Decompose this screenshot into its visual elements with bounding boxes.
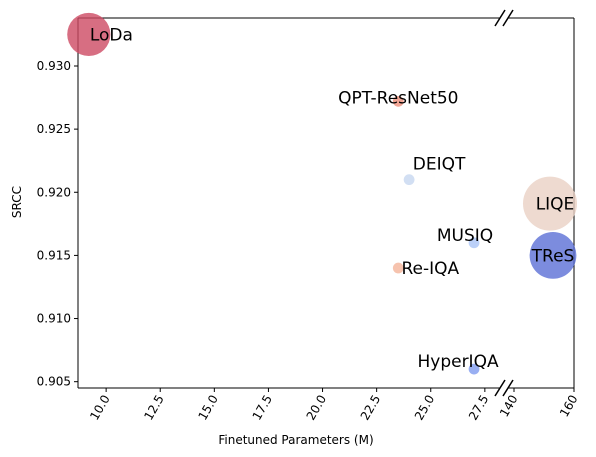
point-label-musiq: MUSIQ bbox=[437, 226, 493, 246]
point-label-hyperiqa: HyperIQA bbox=[417, 352, 498, 372]
x-tick-label: 160 bbox=[557, 393, 581, 420]
axes-frame bbox=[77, 9, 575, 397]
point-label-re-iqa: Re-IQA bbox=[401, 259, 459, 279]
data-point-deiqt bbox=[403, 174, 415, 186]
x-tick-label: 25.0 bbox=[412, 393, 437, 423]
y-tick-label: 0.930 bbox=[37, 59, 71, 73]
y-tick-label: 0.915 bbox=[37, 248, 71, 262]
axis-break-mark bbox=[494, 379, 506, 397]
x-tick-label: 12.5 bbox=[141, 393, 166, 423]
y-tick-label: 0.925 bbox=[37, 122, 71, 136]
x-tick-label: 20.0 bbox=[304, 393, 329, 423]
axis-break-mark bbox=[502, 379, 514, 397]
x-tick-label: 10.0 bbox=[87, 393, 112, 423]
y-tick-label: 0.920 bbox=[37, 185, 71, 199]
x-tick-label: 140 bbox=[497, 393, 521, 420]
point-label-deiqt: DEIQT bbox=[413, 155, 466, 175]
axis-ticks: 0.905 0.910 0.915 0.920 0.925 0.930 10.0 12.5 15… bbox=[37, 59, 581, 423]
point-label-tres: TReS bbox=[531, 246, 575, 266]
x-tick-label: 15.0 bbox=[195, 393, 220, 423]
point-label-liqe: LIQE bbox=[536, 195, 575, 215]
data-point-musiq bbox=[468, 237, 480, 249]
data-points bbox=[67, 12, 577, 375]
x-tick-label: 17.5 bbox=[250, 393, 275, 423]
point-labels: LoDa QPT-ResNet50 DEIQT MUSIQ Re-IQA HyperIQA… bbox=[90, 25, 575, 372]
axis-break-mark bbox=[502, 9, 514, 27]
y-axis-title: SRCC bbox=[10, 186, 24, 218]
data-point-liqe bbox=[523, 176, 577, 231]
point-label-loda: LoDa bbox=[90, 25, 133, 45]
x-tick-label: 22.5 bbox=[358, 393, 383, 423]
x-tick-label: 27.5 bbox=[466, 393, 491, 423]
point-label-qpt-resnet50: QPT-ResNet50 bbox=[338, 88, 458, 108]
data-point-re-iqa bbox=[392, 262, 404, 274]
data-point-tres bbox=[529, 232, 577, 279]
data-point-qpt-resnet50 bbox=[392, 95, 404, 107]
y-tick-label: 0.905 bbox=[37, 375, 71, 389]
data-point-hyperiqa bbox=[468, 363, 480, 375]
x-axis-title: Finetuned Parameters (M) bbox=[218, 433, 373, 447]
axis-break-mark bbox=[494, 9, 506, 27]
data-point-loda bbox=[67, 12, 111, 57]
y-tick-label: 0.910 bbox=[37, 312, 71, 326]
